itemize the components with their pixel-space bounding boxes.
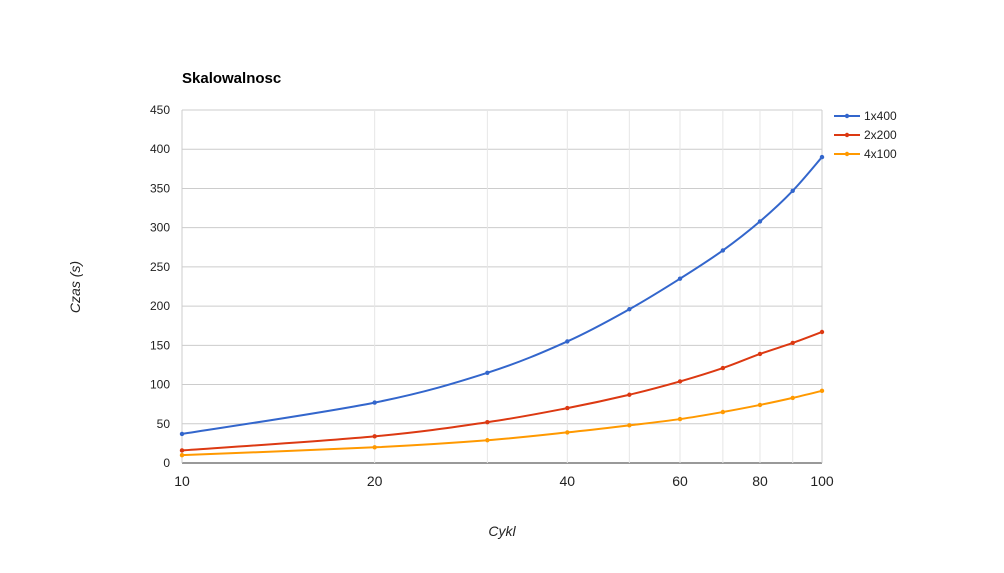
y-axis-ticks: 0 50 100 150 200 250 300 350 400 450 xyxy=(150,103,170,470)
y-tick-label: 200 xyxy=(150,299,170,313)
data-point-4x100 xyxy=(819,388,825,394)
x-tick-label: 40 xyxy=(560,473,576,489)
data-point-1x400 xyxy=(485,370,490,375)
grid xyxy=(181,109,823,464)
data-point-4x100 xyxy=(627,423,632,428)
legend: 1x400 2x200 4x100 xyxy=(834,109,897,161)
chart-title: Skalowalnosc xyxy=(182,70,281,87)
data-point-4x100 xyxy=(372,445,377,450)
legend-marker-1x400 xyxy=(844,113,850,119)
y-tick-label: 250 xyxy=(150,260,170,274)
data-point-2x200 xyxy=(677,379,683,384)
data-point-4x100 xyxy=(485,438,490,443)
data-point-2x200 xyxy=(790,340,795,346)
data-point-2x200 xyxy=(179,448,185,453)
data-point-1x400 xyxy=(790,188,795,193)
data-point-1x400 xyxy=(565,339,570,344)
x-tick-label: 80 xyxy=(752,473,768,489)
data-point-4x100 xyxy=(179,452,185,458)
legend-label: 2x200 xyxy=(864,128,897,142)
y-tick-label: 300 xyxy=(150,221,170,235)
x-tick-label: 20 xyxy=(367,473,383,489)
data-point-1x400 xyxy=(179,431,185,437)
legend-label: 1x400 xyxy=(864,109,897,123)
x-axis-ticks: 10 20 40 60 80 100 xyxy=(174,473,834,489)
data-point-2x200 xyxy=(819,329,825,335)
data-point-1x400 xyxy=(627,307,632,312)
x-tick-label: 60 xyxy=(672,473,688,489)
legend-label: 4x100 xyxy=(864,147,897,161)
y-tick-label: 400 xyxy=(150,142,170,156)
data-point-2x200 xyxy=(720,365,726,371)
legend-marker-2x200 xyxy=(844,132,850,138)
y-tick-label: 150 xyxy=(150,338,170,352)
data-point-1x400 xyxy=(819,154,825,160)
data-point-1x400 xyxy=(372,400,377,405)
x-axis-label: Cykl xyxy=(488,523,516,539)
y-tick-label: 100 xyxy=(150,378,170,392)
data-point-2x200 xyxy=(565,405,570,411)
series-line-1x400 xyxy=(181,156,823,435)
data-point-2x200 xyxy=(485,420,490,425)
data-point-1x400 xyxy=(720,248,726,253)
y-tick-label: 50 xyxy=(157,417,171,431)
data-point-1x400 xyxy=(677,276,683,281)
series-line-4x100 xyxy=(181,389,823,457)
x-tick-label: 10 xyxy=(174,473,190,489)
data-point-2x200 xyxy=(757,351,763,357)
data-point-4x100 xyxy=(720,409,726,415)
y-tick-label: 350 xyxy=(150,181,170,195)
data-point-4x100 xyxy=(565,430,570,435)
data-point-4x100 xyxy=(790,395,795,401)
data-point-1x400 xyxy=(757,219,763,224)
y-axis-label: Czas (s) xyxy=(67,261,83,313)
x-tick-label: 100 xyxy=(810,473,834,489)
series-line-2x200 xyxy=(181,331,823,452)
data-point-4x100 xyxy=(677,416,683,422)
legend-marker-4x100 xyxy=(844,151,850,157)
y-tick-label: 0 xyxy=(163,456,170,470)
y-tick-label: 450 xyxy=(150,103,170,117)
data-point-2x200 xyxy=(372,434,377,439)
series-lines xyxy=(179,154,825,458)
data-point-2x200 xyxy=(627,392,632,397)
data-point-4x100 xyxy=(757,402,763,408)
